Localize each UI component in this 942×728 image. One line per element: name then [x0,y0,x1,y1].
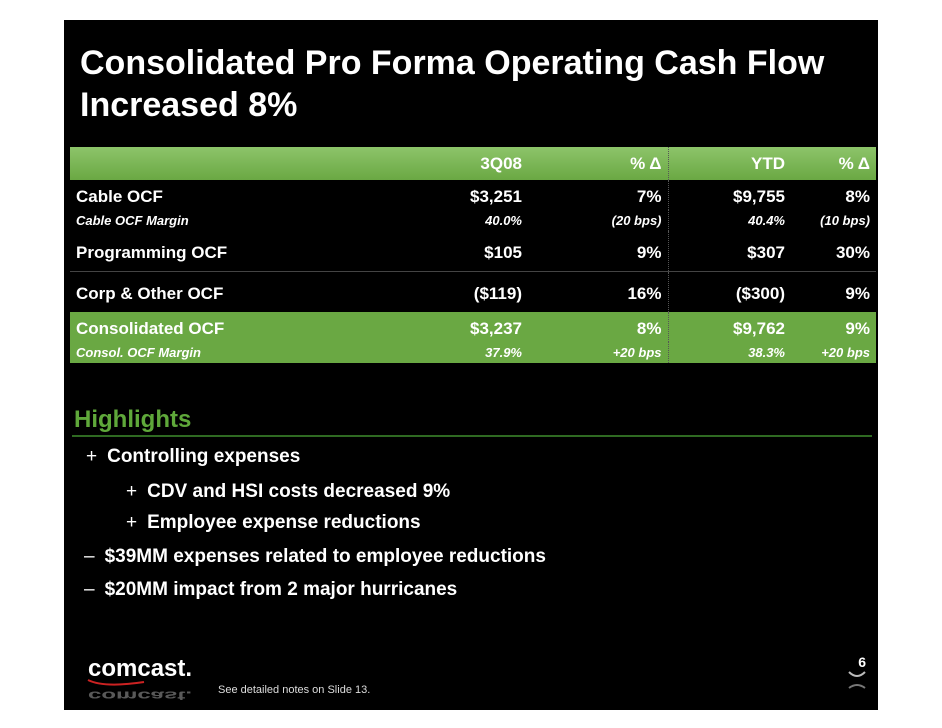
table-row: Corp & Other OCF ($119) 16% ($300) 9% [70,271,876,312]
header-cell-ytd-change: % Δ [791,147,876,180]
highlights-divider [72,435,872,437]
highlight-text: Employee expense reductions [147,512,421,533]
cell-ytd: 38.3% [667,342,791,363]
highlight-text: Controlling expenses [107,446,301,467]
cell-ytd-change: 8% [845,187,870,206]
cell-ytd-change: 30% [835,243,870,262]
highlight-item: – $39MM expenses related to employee redu… [84,546,546,568]
table-row: Cable OCF Margin 40.0% (20 bps) 40.4% (1… [70,210,876,231]
bullet-marker: – [84,546,95,567]
row-label: Cable OCF [76,187,163,206]
highlights-title: Highlights [74,406,192,433]
footer-note: See detailed notes on Slide 13. [218,684,371,696]
cell-ytd-change: 9% [791,312,876,342]
header-cell-3q08-change: % Δ [528,147,668,180]
table-row: Programming OCF $105 9% $307 30% [70,231,876,272]
bullet-marker: – [84,579,95,600]
cell-3q08: $105 [484,243,522,262]
page-number: 6 [858,654,866,670]
highlight-item: + Employee expense reductions [126,512,421,534]
cell-ytd-change: (10 bps) [820,213,870,228]
cell-3q08: 40.0% [485,213,522,228]
cell-ytd-change: +20 bps [791,342,876,363]
logo-reflection: comcast. [88,688,192,703]
cell-3q08: $3,251 [470,187,522,206]
cell-ytd: $9,762 [667,312,791,342]
header-cell-label [70,147,408,180]
cell-3q08: ($119) [408,271,528,312]
bullet-marker: + [126,481,138,502]
header-cell-ytd: YTD [667,147,791,180]
row-label: Programming OCF [76,243,228,262]
highlight-text: $20MM impact from 2 major hurricanes [104,579,458,600]
row-label: Consolidated OCF [70,312,408,342]
comcast-logo: comcast. comcast. [87,655,192,703]
cell-3q08-change: 16% [528,271,668,312]
highlight-text: $39MM expenses related to employee reduc… [104,546,546,567]
slide: Consolidated Pro Forma Operating Cash Fl… [64,20,878,710]
table-header-row: 3Q08 % Δ YTD % Δ [70,147,876,180]
row-label: Cable OCF Margin [76,213,189,228]
logo-swoosh [87,679,145,686]
cell-3q08: $3,237 [408,312,528,342]
highlight-text: CDV and HSI costs decreased 9% [147,481,451,502]
cell-ytd: ($300) [667,271,791,312]
highlight-item: + Controlling expenses [86,446,300,468]
cell-3q08-change: +20 bps [528,342,668,363]
highlight-item: + CDV and HSI costs decreased 9% [126,481,450,503]
row-label: Consol. OCF Margin [70,342,408,363]
highlight-item: – $20MM impact from 2 major hurricanes [84,579,457,601]
slide-title: Consolidated Pro Forma Operating Cash Fl… [80,44,825,124]
cell-3q08: 37.9% [408,342,528,363]
ocf-table: 3Q08 % Δ YTD % Δ Cable OCF $3,251 7% $9,… [70,147,876,363]
cell-3q08-change: 7% [636,187,662,206]
bullet-marker: + [126,512,138,533]
page-curve-icon [848,671,866,689]
table-row: Cable OCF $3,251 7% $9,755 8% [70,180,876,210]
cell-3q08-change: 8% [528,312,668,342]
cell-ytd: $9,755 [667,180,791,210]
cell-3q08-change: (20 bps) [611,213,662,228]
header-cell-3q08: 3Q08 [408,147,528,180]
cell-ytd: $307 [667,231,791,272]
row-label: Corp & Other OCF [70,271,408,312]
table-row: Consolidated OCF $3,237 8% $9,762 9% [70,312,876,342]
cell-3q08-change: 9% [636,243,662,262]
cell-ytd-change: 9% [791,271,876,312]
cell-ytd: 40.4% [667,210,791,231]
bullet-marker: + [86,446,98,467]
table-row: Consol. OCF Margin 37.9% +20 bps 38.3% +… [70,342,876,363]
logo-wordmark: comcast. [88,655,192,682]
